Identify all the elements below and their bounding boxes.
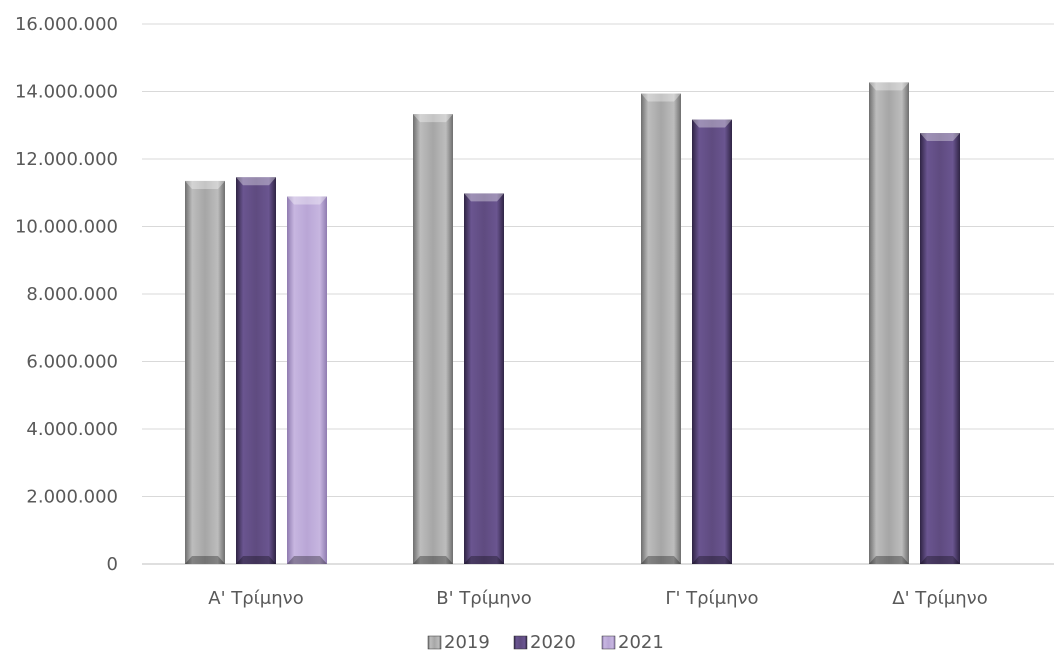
bar-bevel-top — [464, 193, 504, 202]
bar-bevel-bottom — [464, 556, 504, 564]
legend-item-2021: 2021 — [601, 632, 664, 653]
y-axis: 0 2.000.000 4.000.000 6.000.000 8.000.000 10.… — [15, 14, 118, 575]
x-tick-label: Γ' Τρίμηνο — [665, 588, 758, 609]
bar-bevel-top — [869, 82, 909, 91]
bars — [185, 82, 960, 565]
bar-bevel-bottom — [185, 556, 225, 564]
bar-bevel-top — [185, 180, 225, 189]
y-tick-label: 10.000.000 — [15, 217, 118, 238]
y-tick-label: 16.000.000 — [15, 14, 118, 35]
legend-swatch — [427, 635, 442, 650]
bar-bevel-top — [920, 133, 960, 142]
bar-bevel-bottom — [869, 556, 909, 564]
legend: 2019 2020 2021 — [427, 632, 664, 653]
bar-2020-4 — [920, 133, 960, 564]
legend-item-2020: 2020 — [513, 632, 576, 653]
gridlines — [142, 23, 1054, 565]
legend-item-2019: 2019 — [427, 632, 490, 653]
bar-body — [869, 82, 909, 564]
legend-label: 2021 — [618, 632, 664, 653]
bar-bevel-bottom — [641, 556, 681, 564]
y-tick-label: 14.000.000 — [15, 82, 118, 103]
bar-body — [185, 180, 225, 564]
bar-bevel-bottom — [692, 556, 732, 564]
bar-bevel-top — [641, 93, 681, 102]
x-tick-label: Δ' Τρίμηνο — [892, 588, 987, 609]
bar-body — [692, 119, 732, 564]
y-tick-label: 0 — [107, 554, 118, 575]
bar-bevel-bottom — [920, 556, 960, 564]
y-tick-label: 2.000.000 — [26, 487, 118, 508]
bar-bevel-bottom — [236, 556, 276, 564]
y-tick-label: 8.000.000 — [26, 284, 118, 305]
bar-bevel-top — [287, 196, 327, 205]
bar-2020-1 — [236, 177, 276, 564]
bar-2021-1 — [287, 196, 327, 564]
x-tick-label: Α' Τρίμηνο — [208, 588, 303, 609]
y-tick-label: 4.000.000 — [26, 419, 118, 440]
bar-body — [464, 193, 504, 565]
legend-label: 2020 — [530, 632, 576, 653]
y-tick-label: 12.000.000 — [15, 149, 118, 170]
legend-swatch — [513, 635, 528, 650]
bar-2019-3 — [641, 93, 681, 565]
bar-2019-4 — [869, 82, 909, 564]
bar-body — [641, 93, 681, 565]
bar-2020-3 — [692, 119, 732, 564]
y-tick-label: 6.000.000 — [26, 352, 118, 373]
bar-2019-2 — [413, 114, 453, 565]
bar-body — [287, 196, 327, 564]
bar-bevel-top — [236, 177, 276, 186]
bar-bevel-top — [413, 114, 453, 123]
bar-body — [413, 114, 453, 565]
legend-label: 2019 — [444, 632, 490, 653]
x-tick-label: Β' Τρίμηνο — [436, 588, 531, 609]
bar-bevel-bottom — [287, 556, 327, 564]
bar-bevel-top — [692, 119, 732, 128]
bar-body — [236, 177, 276, 564]
x-axis: Α' Τρίμηνο Β' Τρίμηνο Γ' Τρίμηνο Δ' Τρίμηνο — [208, 588, 987, 609]
bar-body — [920, 133, 960, 564]
bar-bevel-bottom — [413, 556, 453, 564]
bar-2019-1 — [185, 180, 225, 564]
legend-swatch — [601, 635, 616, 650]
bar-2020-2 — [464, 193, 504, 565]
